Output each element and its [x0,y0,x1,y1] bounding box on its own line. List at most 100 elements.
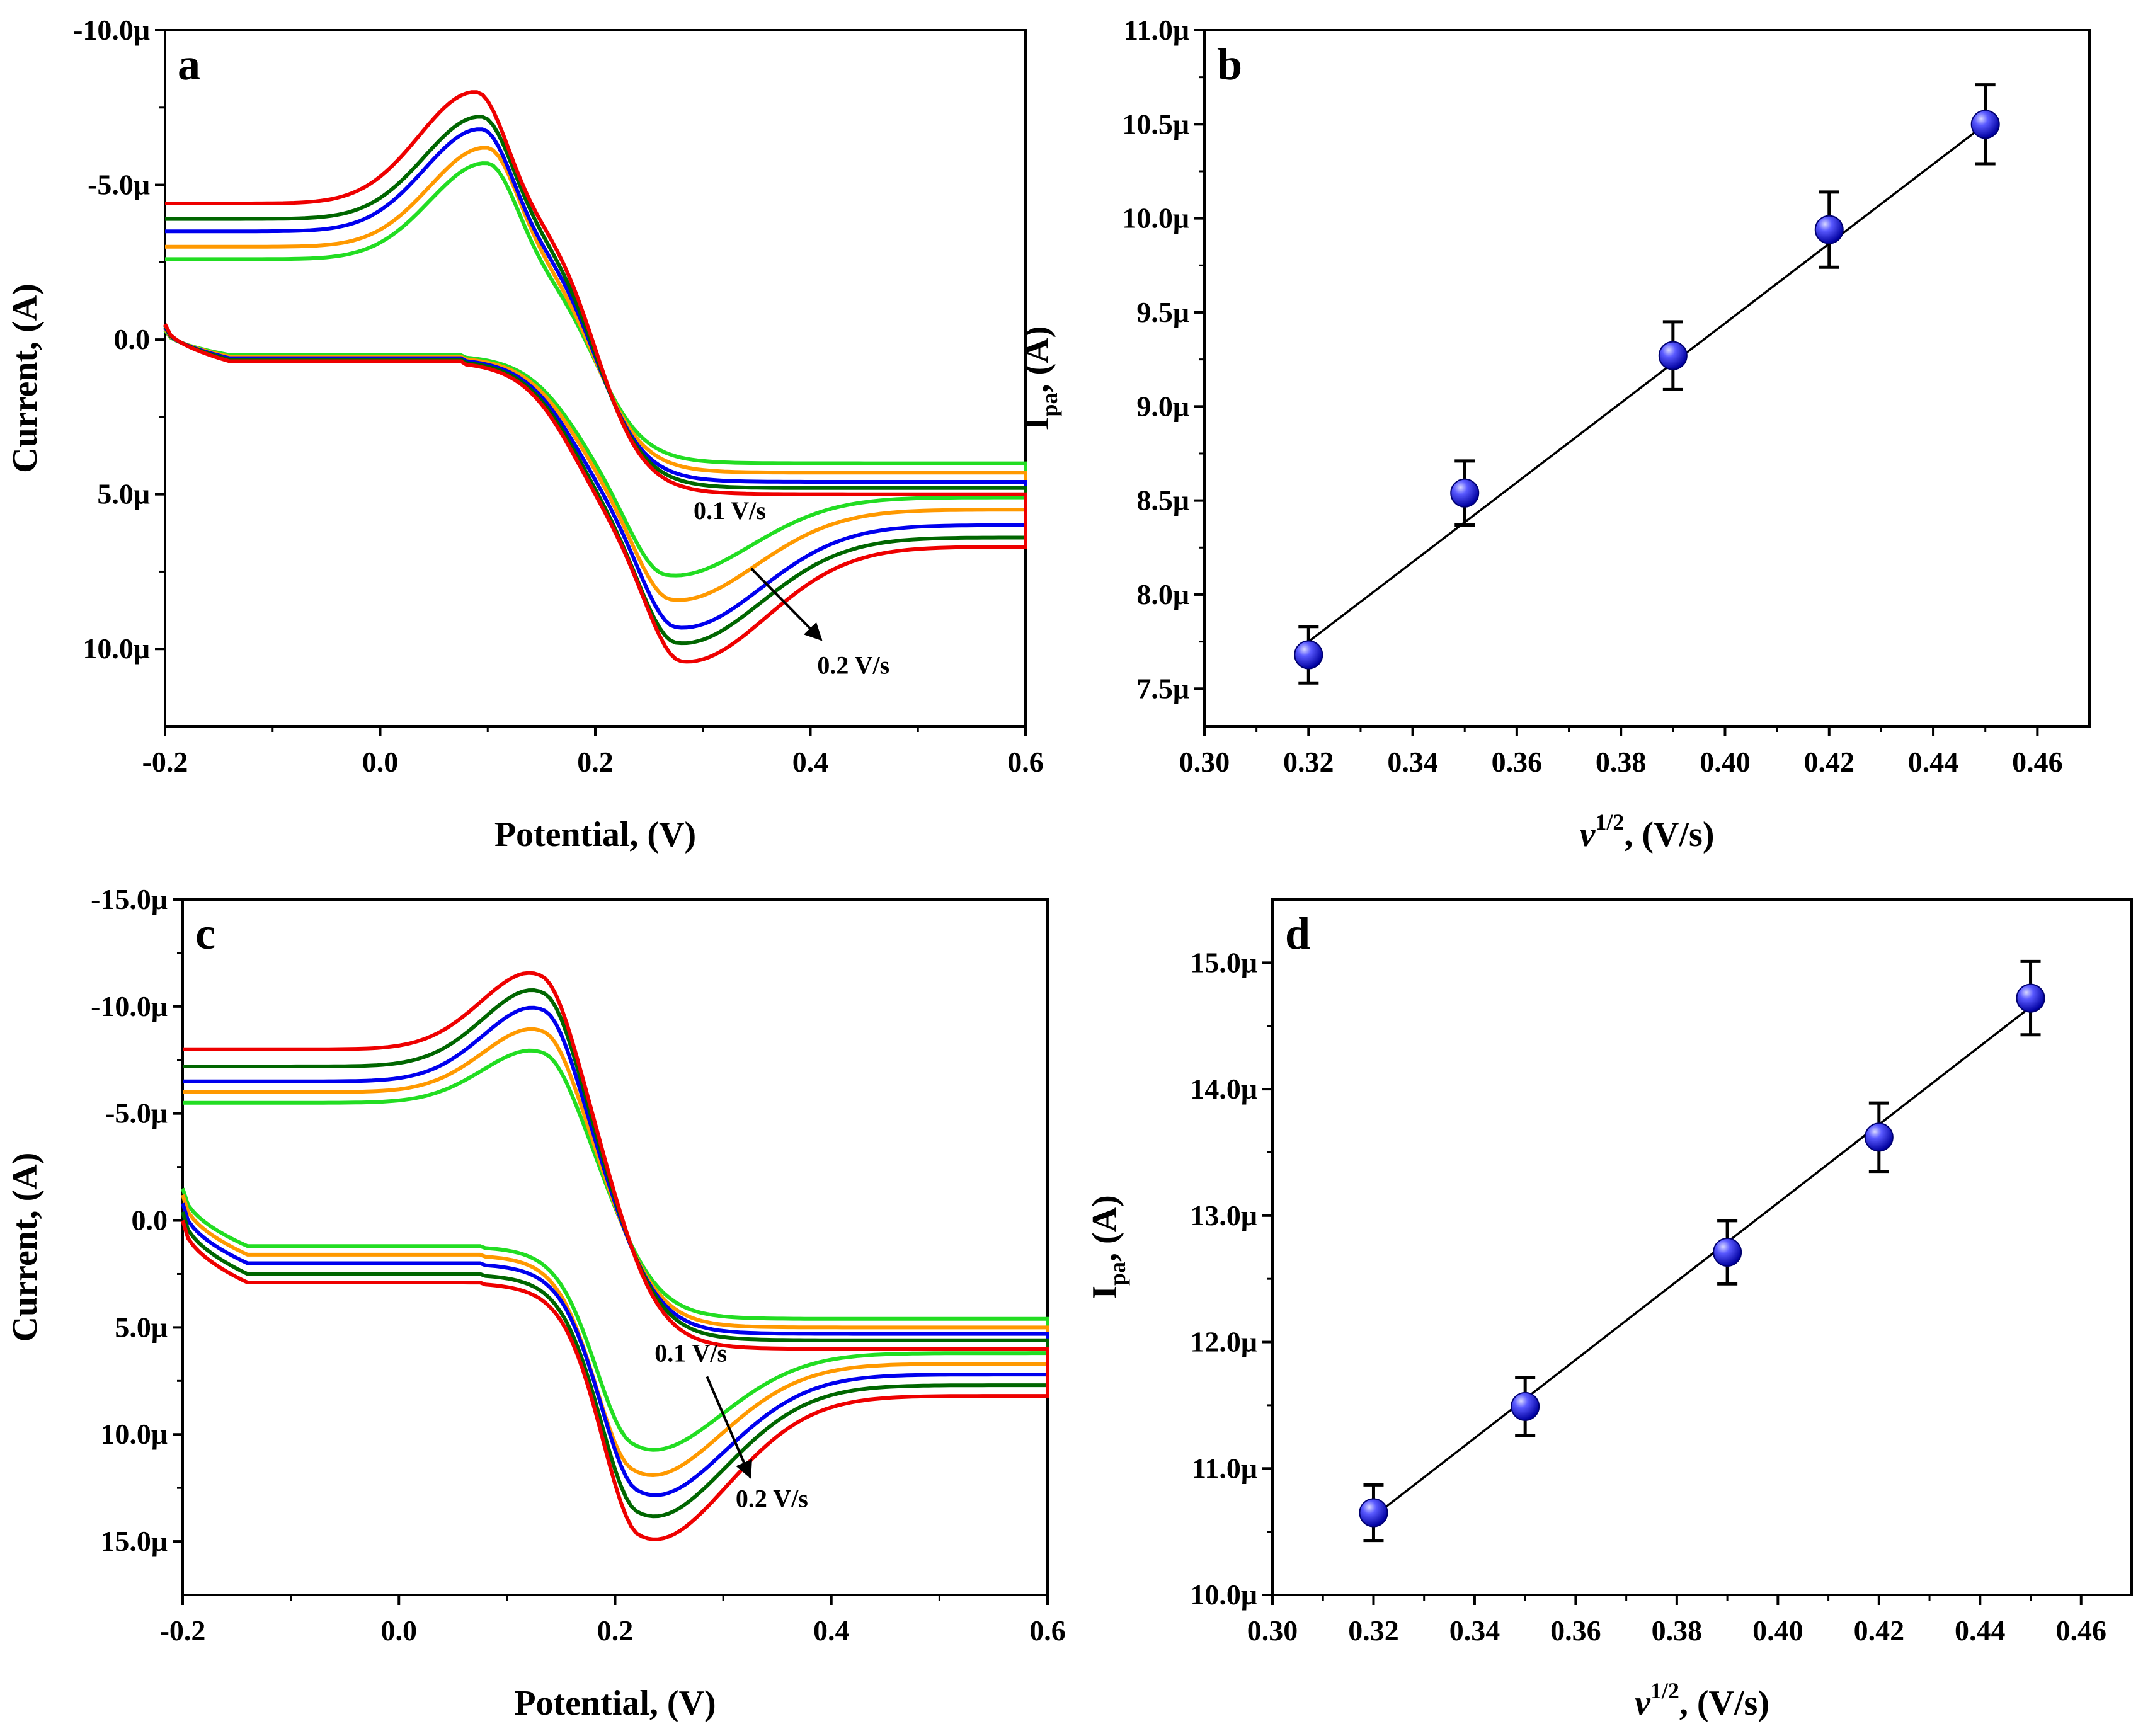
data-point [1450,478,1480,508]
data-point [1713,1238,1742,1267]
cv-series-02Vs [163,90,1027,664]
annotation-start: 0.1 V/s [654,1339,727,1368]
y-tick-label: 11.0μ [1192,1452,1257,1484]
y-axis-title-sub: pa [1105,1262,1130,1286]
x-tick-label: 0.32 [1283,746,1334,778]
data-point [1511,1391,1540,1421]
cv-series-02Vs [181,971,1049,1541]
x-tick-label: 0.46 [2012,746,2063,778]
x-tick-label: 0.42 [1804,746,1855,778]
y-axis-title-unit: , (A) [1017,326,1056,393]
x-tick-label: 0.4 [813,1614,850,1647]
x-axis-title: ν1/2, (V/s) [1580,809,1715,854]
y-tick-label: 0.0 [132,1204,168,1236]
y-tick-label: 15.0μ [1190,946,1257,978]
x-axis-title-unit: , (V/s) [1679,1684,1769,1723]
y-tick-label: 10.0μ [1122,202,1189,234]
y-tick-label: 10.5μ [1122,108,1189,140]
x-tick-label: 0.36 [1550,1614,1601,1647]
x-tick-label: 0.6 [1007,746,1044,778]
x-tick-label: 0.30 [1179,746,1230,778]
panel-label: c [195,908,215,959]
panel-label: a [178,39,200,89]
y-tick-label: -10.0μ [91,990,168,1022]
y-tick-label: 7.5μ [1136,672,1189,704]
y-tick-label: 8.5μ [1136,484,1189,517]
x-tick-label: 0.30 [1247,1614,1298,1647]
y-tick-label: 9.0μ [1136,390,1189,422]
data-point [2016,983,2045,1013]
linear-fit-line [1308,123,1986,642]
y-tick-label: 13.0μ [1190,1199,1257,1231]
panel-d: 0.30 0.32 0.34 0.36 0.38 0.40 0.42 0.44 0.46 10.0… [1085,898,2133,1723]
panel-c: -0.2 0.0 0.2 0.4 0.6 -15.0μ -10.0μ -5.0μ 0.0 5.0μ… [6,883,1066,1723]
cv-series-0175Vs [163,115,1027,646]
linear-fit-line [1373,1006,2032,1517]
x-tick-label: 0.38 [1596,746,1647,778]
y-tick-label: 0.0 [114,323,151,355]
y-axis-title-symbol: I [1017,416,1056,430]
x-tick-label: 0.40 [1700,746,1751,778]
scan-rate-arrow [706,1376,752,1479]
x-axis-title-symbol: ν [1635,1684,1651,1723]
x-axis-title: Potential, (V) [494,815,696,854]
x-tick-label: 0.32 [1348,1614,1399,1647]
x-tick-label: 0.0 [381,1614,418,1647]
scan-rate-arrow [750,568,823,641]
x-tick-label: 0.44 [1955,1614,2006,1647]
y-axis-title-symbol: I [1085,1286,1124,1299]
annotation-end: 0.2 V/s [817,651,889,680]
cv-series-01Vs [181,1048,1049,1452]
y-tick-label: 14.0μ [1190,1073,1257,1105]
y-axis-title: Current, (A) [6,1153,45,1342]
cv-series-0125Vs [181,1027,1049,1478]
x-tick-label: 0.36 [1492,746,1543,778]
cv-series-0125Vs [163,146,1027,602]
x-tick-label: 0.2 [597,1614,634,1647]
y-tick-label: 9.5μ [1136,296,1189,328]
y-axis-title: Ipa, (A) [1085,1195,1130,1299]
plot-frame [1203,29,2091,728]
panel-label: d [1285,908,1310,959]
plot-frame [164,29,1027,728]
x-axis-title-unit: , (V/s) [1624,815,1714,854]
data-point [1294,640,1323,670]
x-axis-title-symbol: ν [1580,815,1596,854]
y-tick-label: -5.0μ [105,1097,168,1129]
y-axis-title-sub: pa [1037,392,1062,416]
data-point [1864,1122,1894,1152]
data-point [1658,341,1688,370]
y-tick-label: -5.0μ [88,169,150,201]
x-tick-label: 0.6 [1029,1614,1066,1647]
x-axis-title-sup: 1/2 [1650,1678,1679,1703]
y-tick-label: 15.0μ [100,1525,168,1557]
x-tick-label: -0.2 [160,1614,206,1647]
data-point [1970,110,2000,139]
y-axis-title-unit: , (A) [1085,1195,1124,1262]
y-tick-label: 10.0μ [1190,1579,1257,1611]
x-axis-title: Potential, (V) [514,1684,716,1723]
y-tick-label: 8.0μ [1136,578,1189,610]
y-tick-label: 11.0μ [1124,14,1189,46]
x-axis-title: ν1/2, (V/s) [1635,1678,1769,1723]
x-axis-title-sup: 1/2 [1595,809,1624,835]
x-tick-label: 0.0 [362,746,399,778]
data-point [1359,1498,1388,1528]
y-tick-label: 10.0μ [83,632,150,665]
y-axis-title: Current, (A) [6,283,45,473]
y-tick-label: 5.0μ [115,1311,168,1343]
y-tick-label: 10.0μ [100,1418,168,1450]
panel-a: -0.2 0.0 0.2 0.4 0.6 -10.0μ -5.0μ 0.0 5.0μ 10.0μ a… [6,14,1044,854]
y-axis-title: Ipa, (A) [1017,326,1062,431]
plot-frame [1271,898,2133,1596]
x-tick-label: 0.38 [1652,1614,1703,1647]
annotation-start: 0.1 V/s [694,496,766,525]
annotation-end: 0.2 V/s [736,1485,808,1513]
panel-label: b [1217,39,1242,89]
y-tick-label: -10.0μ [73,14,150,46]
panel-b: 0.30 0.32 0.34 0.36 0.38 0.40 0.42 0.44 0.46 7.5μ… [1017,14,2091,854]
x-tick-label: 0.44 [1908,746,1959,778]
x-tick-label: 0.46 [2056,1614,2107,1647]
x-tick-label: 0.40 [1752,1614,1803,1647]
